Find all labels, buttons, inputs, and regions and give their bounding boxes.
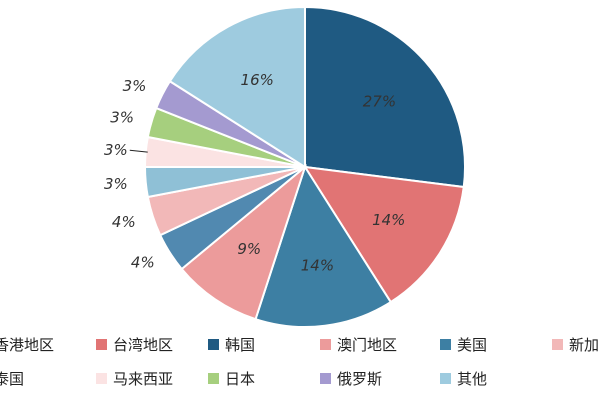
slice-label-8: 3% <box>110 108 134 126</box>
slice-2 <box>254 164 393 328</box>
legend-label: 澳门地区 <box>337 336 398 354</box>
legend-label: 俄罗斯 <box>337 370 383 388</box>
legend-item-hongkong: 香港地区 <box>0 334 54 355</box>
legend-label: 日本 <box>225 370 256 388</box>
legend-label: 马来西亚 <box>113 370 174 388</box>
slice-label-7: 3% <box>104 141 128 159</box>
slice-label-10: 16% <box>241 71 274 89</box>
slice-label-2: 14% <box>301 256 334 274</box>
legend-item-singapore: 新加 <box>552 334 599 355</box>
chart-legend: 香港地区 台湾地区 韩国 澳门地区 美国 新加 泰国 马来西亚 日本 俄罗斯 其… <box>0 328 600 400</box>
legend-item-macau: 澳门地区 <box>320 334 397 355</box>
legend-swatch <box>552 339 563 350</box>
slice-10 <box>168 5 306 169</box>
legend-item-malaysia: 马来西亚 <box>96 368 173 389</box>
legend-item-korea: 韩国 <box>208 334 255 355</box>
leader-line <box>129 149 148 153</box>
legend-swatch <box>320 339 331 350</box>
slice-label-5: 4% <box>112 213 136 231</box>
pie-chart: 27% 14% 14% 9% 4% 4% 3% 3% 3% 3% 16% <box>104 5 466 328</box>
legend-swatch <box>208 339 219 350</box>
legend-label: 韩国 <box>225 336 256 354</box>
slice-label-0: 27% <box>363 92 396 110</box>
legend-swatch <box>96 339 107 350</box>
slice-label-1: 14% <box>372 211 405 229</box>
legend-label: 香港地区 <box>0 336 55 354</box>
slice-label-9: 3% <box>123 77 147 95</box>
legend-item-taiwan: 台湾地区 <box>96 334 173 355</box>
slice-label-6: 3% <box>104 175 128 193</box>
legend-label: 台湾地区 <box>113 336 174 354</box>
legend-item-russia: 俄罗斯 <box>320 368 382 389</box>
slice-1 <box>303 165 465 304</box>
legend-item-other: 其他 <box>440 368 487 389</box>
legend-item-japan: 日本 <box>208 368 255 389</box>
legend-label: 新加 <box>569 336 600 354</box>
slice-3 <box>180 164 308 321</box>
legend-swatch <box>440 373 451 384</box>
legend-swatch <box>320 373 331 384</box>
legend-swatch <box>208 373 219 384</box>
legend-item-usa: 美国 <box>440 334 487 355</box>
legend-label: 其他 <box>457 370 488 388</box>
legend-swatch <box>96 373 107 384</box>
slice-label-4: 4% <box>131 253 155 271</box>
legend-label: 泰国 <box>0 370 25 388</box>
legend-label: 美国 <box>457 336 488 354</box>
legend-item-thailand: 泰国 <box>0 368 24 389</box>
slice-label-3: 9% <box>237 240 261 258</box>
legend-swatch <box>440 339 451 350</box>
slice-0 <box>304 5 466 189</box>
